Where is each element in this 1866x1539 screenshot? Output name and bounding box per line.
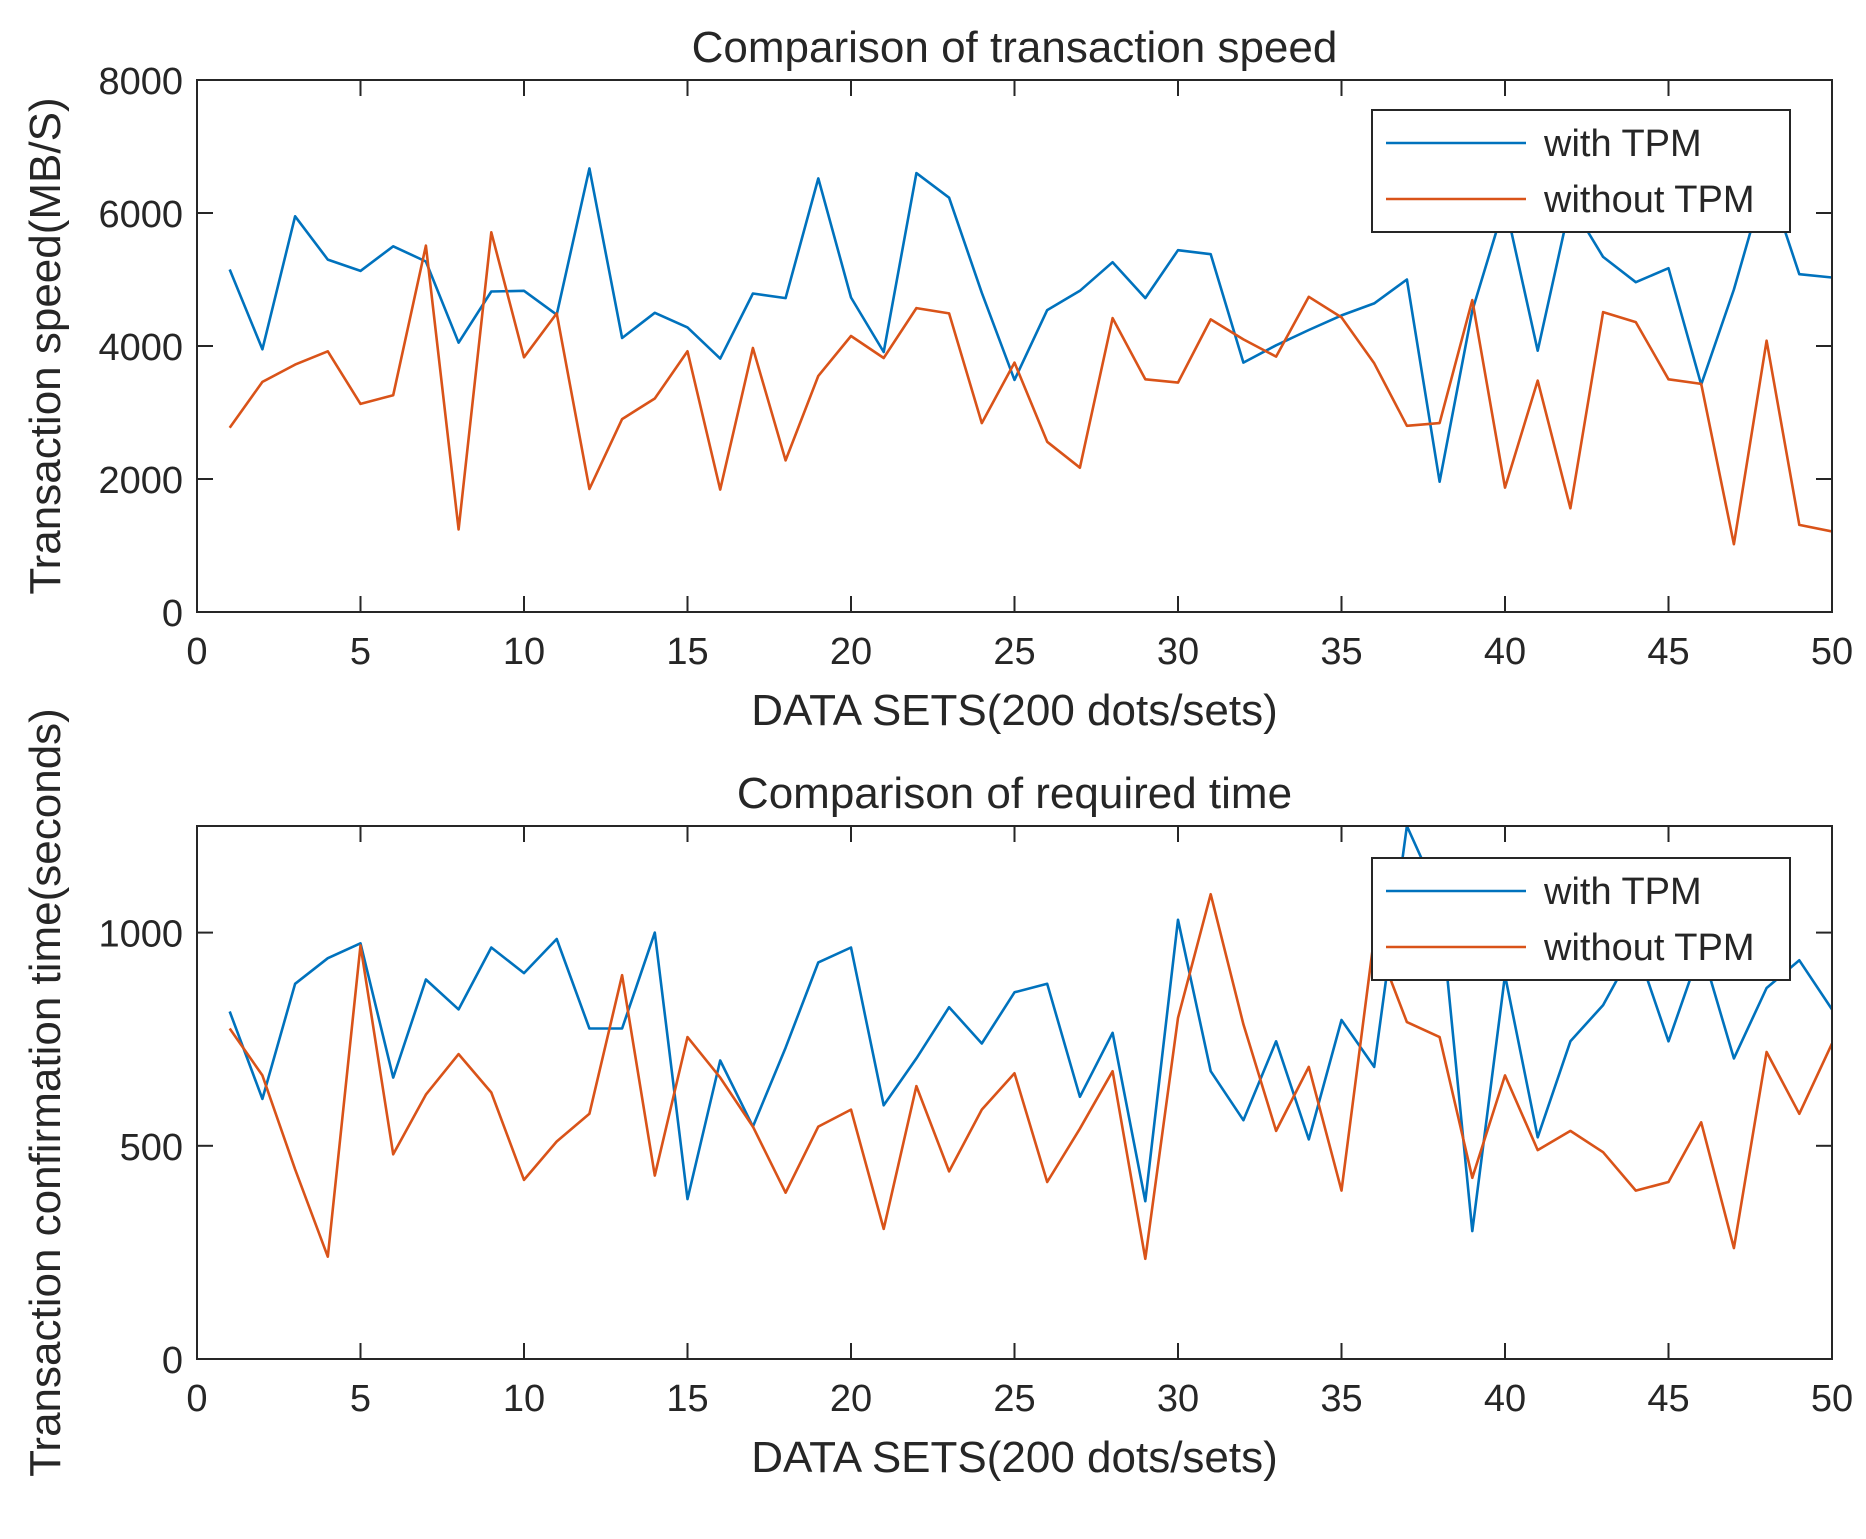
series-line-with-tpm: [228, 826, 1832, 1233]
x-axis-label: DATA SETS(200 dots/sets): [751, 686, 1278, 735]
x-tick-label: 25: [993, 1378, 1035, 1420]
series-line-without-tpm: [228, 231, 1832, 546]
x-tick-label: 30: [1157, 1378, 1199, 1420]
legend-label-without-tpm: without TPM: [1543, 179, 1754, 221]
x-tick-label: 15: [666, 1378, 708, 1420]
x-tick-label: 10: [503, 1378, 545, 1420]
y-tick-label: 8000: [98, 61, 183, 103]
x-tick-label: 20: [830, 631, 872, 673]
x-tick-label: 35: [1320, 631, 1362, 673]
y-tick-label: 2000: [98, 460, 183, 502]
y-tick-label: 4000: [98, 327, 183, 369]
x-tick-label: 20: [830, 1378, 872, 1420]
y-axis-label: Transaction speed(MB/S): [21, 97, 70, 594]
x-tick-label: 15: [666, 631, 708, 673]
x-tick-label: 50: [1811, 1378, 1853, 1420]
x-tick-label: 30: [1157, 631, 1199, 673]
legend-label-without-tpm: without TPM: [1543, 927, 1754, 969]
legend-box: [1371, 857, 1791, 981]
x-tick-label: 40: [1484, 631, 1526, 673]
x-tick-label: 45: [1647, 1378, 1689, 1420]
x-tick-label: 35: [1320, 1378, 1362, 1420]
y-axis-label: Transaction confirmation time(seconds): [21, 708, 70, 1477]
x-tick-label: 10: [503, 631, 545, 673]
series-line-without-tpm: [228, 892, 1832, 1261]
x-tick-label: 0: [186, 631, 207, 673]
x-tick-label: 45: [1647, 631, 1689, 673]
y-tick-label: 6000: [98, 194, 183, 236]
x-axis-label: DATA SETS(200 dots/sets): [751, 1433, 1278, 1482]
y-tick-label: 0: [162, 593, 183, 635]
x-tick-label: 5: [350, 631, 371, 673]
x-tick-label: 25: [993, 631, 1035, 673]
chart-transaction-speed: 0 5 10 15 20 25 30 35 40 45 50 0 2000 4000 6000 8000 Com…: [21, 23, 1853, 735]
legend-label-with-tpm: with TPM: [1543, 123, 1702, 165]
chart-title: Comparison of transaction speed: [692, 23, 1338, 72]
x-tick-label: 40: [1484, 1378, 1526, 1420]
legend-box: [1371, 109, 1791, 233]
x-tick-label: 0: [186, 1378, 207, 1420]
legend-label-with-tpm: with TPM: [1543, 871, 1702, 913]
y-tick-label: 500: [120, 1127, 183, 1169]
y-tick-label: 0: [162, 1340, 183, 1382]
x-tick-label: 5: [350, 1378, 371, 1420]
x-tick-label: 50: [1811, 631, 1853, 673]
chart-title: Comparison of required time: [737, 769, 1292, 818]
y-tick-label: 1000: [98, 914, 183, 956]
